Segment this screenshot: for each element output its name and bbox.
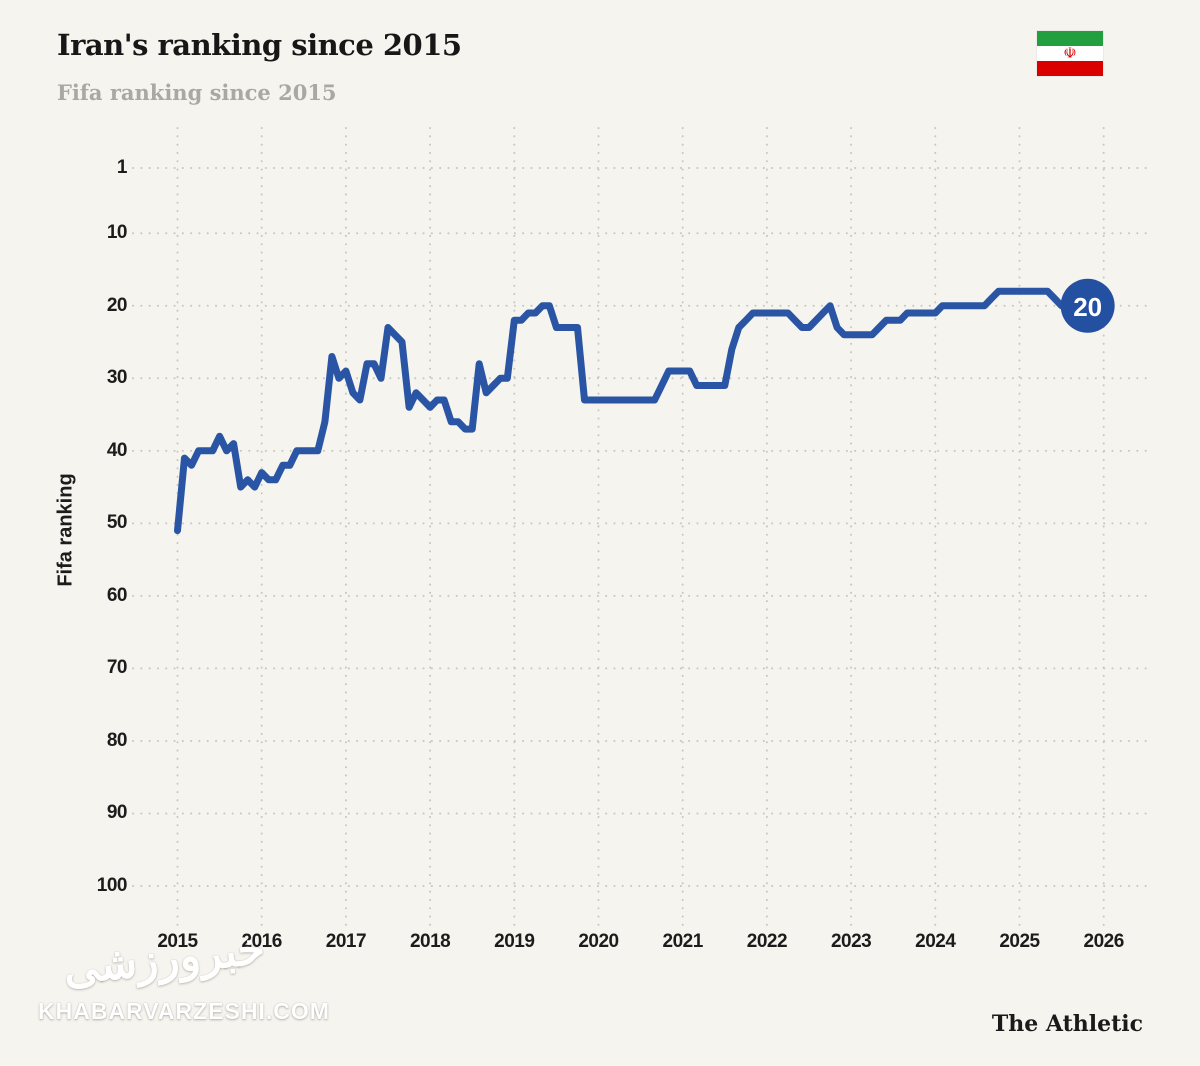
x-tick-label: 2018 xyxy=(409,931,451,952)
source-credit: The Athletic xyxy=(991,1011,1143,1037)
iran-flag-icon: ☫ xyxy=(1037,31,1103,76)
watermark-url: KHABARVARZESHI.COM xyxy=(38,998,330,1024)
y-tick-label: 40 xyxy=(106,439,128,461)
y-axis-title: Fifa ranking xyxy=(54,473,77,587)
site-watermark: خبرورزشی KHABARVARZESHI.COM xyxy=(38,924,330,1025)
page-title: Iran's ranking since 2015 xyxy=(57,28,462,62)
y-tick-label: 100 xyxy=(96,875,128,896)
x-tick-label: 2023 xyxy=(830,931,872,952)
y-tick-label: 20 xyxy=(106,294,128,316)
x-tick-label: 2024 xyxy=(915,931,956,952)
x-tick-label: 2016 xyxy=(241,931,283,952)
y-tick-label: 1 xyxy=(116,156,128,178)
flag-white-stripe xyxy=(1037,46,1103,61)
x-tick-label: 2026 xyxy=(1083,931,1125,952)
x-tick-label: 2017 xyxy=(325,931,367,952)
iran-emblem-icon: ☫ xyxy=(1063,45,1077,62)
y-tick-label: 60 xyxy=(106,584,128,606)
current-rank-badge xyxy=(1060,278,1115,333)
ranking-line xyxy=(174,287,1087,535)
page-subtitle: Fifa ranking since 2015 xyxy=(57,80,337,105)
flag-red-stripe xyxy=(1037,61,1103,76)
flag-green-stripe xyxy=(1037,31,1103,46)
x-tick-label: 2021 xyxy=(662,931,704,952)
y-tick-label: 30 xyxy=(106,367,128,389)
y-tick-label: 70 xyxy=(106,657,128,679)
y-tick-label: 80 xyxy=(106,729,128,751)
y-tick-label: 10 xyxy=(106,222,128,244)
current-rank-value: 20 xyxy=(1073,292,1102,322)
x-tick-label: 2020 xyxy=(578,931,619,952)
y-tick-label: 90 xyxy=(106,802,128,824)
x-tick-label: 2015 xyxy=(157,931,198,952)
x-tick-label: 2022 xyxy=(746,931,788,952)
y-tick-label: 50 xyxy=(106,512,128,534)
x-tick-label: 2019 xyxy=(494,931,535,952)
x-tick-label: 2025 xyxy=(999,931,1040,952)
